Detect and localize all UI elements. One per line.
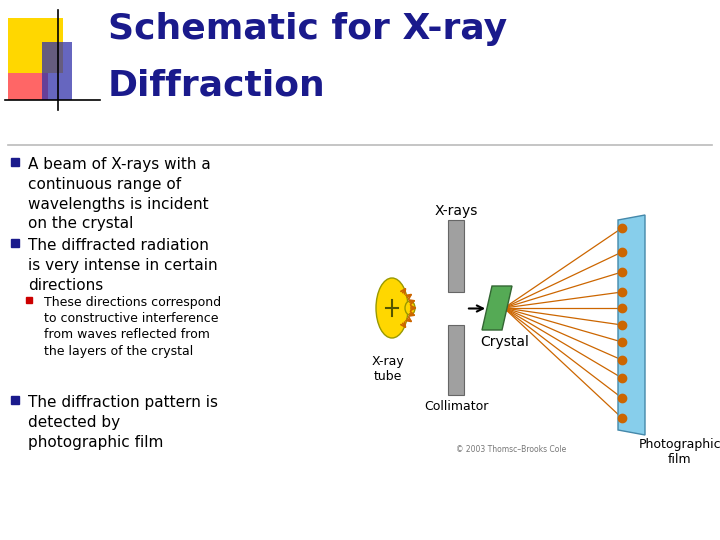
- Text: Photographic
film: Photographic film: [639, 438, 720, 466]
- Text: Crystal: Crystal: [480, 335, 529, 349]
- Polygon shape: [482, 286, 512, 330]
- Bar: [8, 18, 63, 73]
- Ellipse shape: [405, 301, 415, 315]
- Text: These directions correspond
to constructive interference
from waves reflected fr: These directions correspond to construct…: [44, 296, 221, 357]
- Text: The diffraction pattern is
detected by
photographic film: The diffraction pattern is detected by p…: [28, 395, 218, 450]
- Text: © 2003 Thomsc–Brooks Cole: © 2003 Thomsc–Brooks Cole: [456, 445, 566, 454]
- Text: Schematic for X-ray: Schematic for X-ray: [108, 12, 507, 46]
- Text: X-rays: X-rays: [434, 204, 477, 218]
- Bar: [448, 220, 464, 292]
- Bar: [8, 58, 48, 100]
- Text: Collimator: Collimator: [424, 400, 488, 413]
- Bar: [448, 325, 464, 395]
- Ellipse shape: [376, 278, 408, 338]
- Text: A beam of X-rays with a
continuous range of
wavelengths is incident
on the cryst: A beam of X-rays with a continuous range…: [28, 157, 211, 232]
- Bar: [42, 42, 72, 100]
- Polygon shape: [618, 215, 645, 435]
- Text: X-ray
tube: X-ray tube: [372, 355, 405, 383]
- Text: Diffraction: Diffraction: [108, 68, 325, 102]
- Text: The diffracted radiation
is very intense in certain
directions: The diffracted radiation is very intense…: [28, 238, 217, 293]
